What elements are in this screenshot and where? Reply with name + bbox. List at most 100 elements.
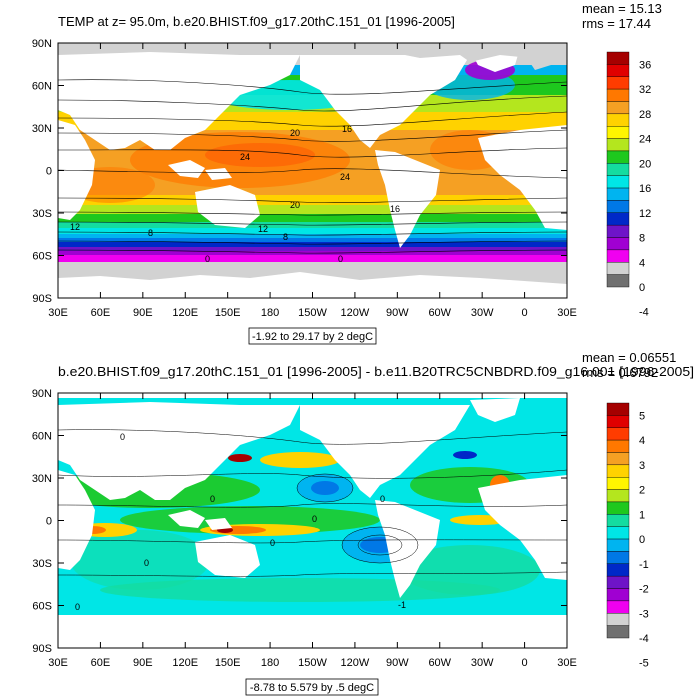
y-tick-label: 30N [32,123,52,135]
colorbar-swatch [606,514,630,527]
colorbar-swatch [606,464,630,478]
x-tick-label: 60E [91,657,111,669]
y-tick-label: 60N [32,431,52,443]
x-tick-label: 150E [215,657,241,669]
contour-label: 16 [390,204,400,214]
colorbar-label: 4 [639,435,645,447]
panel-top-title: TEMP at z= 95.0m, b.e20.BHIST.f09_g17.20… [58,14,455,29]
panel-top-colorbar: 36 32 28 24 20 16 12 8 4 0 -4 [606,51,651,319]
colorbar-swatch [606,439,630,453]
colorbar-label: -4 [639,307,649,319]
contour-label: 12 [70,222,80,232]
colorbar-label: 32 [639,84,651,96]
panel-bottom-map: 0 0 0 0 0 0 0 -1 [58,393,567,648]
colorbar-swatch [606,113,630,127]
x-tick-label: 90W [386,657,409,669]
panel-bottom-colorbar: 5 4 3 2 1 0 -1 -2 -3 -4 -5 [606,402,649,670]
colorbar-swatch [606,237,630,251]
colorbar-label: 0 [639,282,645,294]
colorbar-swatch [606,274,630,288]
contour-label: 24 [240,152,250,162]
y-tick-label: 0 [46,516,52,528]
colorbar-swatch [606,415,630,428]
colorbar-swatch [606,249,630,263]
panel-bottom-range-label: -8.78 to 5.579 by .5 degC [250,682,374,694]
contour-label: 20 [290,128,300,138]
contour-label: 0 [380,494,385,504]
colorbar-swatch [606,538,630,552]
contours-top [58,79,567,254]
colorbar-swatch [606,126,630,139]
contour-label: 20 [290,200,300,210]
colorbar-swatch [606,551,630,564]
colorbar-label: 0 [639,534,645,546]
contour-label: 16 [342,124,352,134]
colorbar-label: 1 [639,509,645,521]
colorbar-label: -3 [639,608,649,620]
colorbar-swatch [606,427,630,441]
contour-label: 0 [144,558,149,568]
y-tick-label: 60S [32,251,52,263]
colorbar-swatch [606,563,630,577]
colorbar-swatch [606,452,630,466]
panel-bottom-mean: mean = 0.06551 [582,350,676,365]
colorbar-swatch [606,150,630,164]
colorbar-label: -4 [639,633,649,645]
panel-bottom-xaxis: 30E 60E 90E 120E 150E 180 150W 120W 90W 60W 30W 0 30… [48,393,577,669]
colorbar-label: 3 [639,460,645,472]
colorbar-swatch [606,224,630,238]
x-tick-label: 150W [298,657,327,669]
x-tick-label: 30E [48,657,68,669]
colorbar-swatch [606,101,630,115]
colorbar-label: 16 [639,183,651,195]
x-tick-label: 120W [341,657,370,669]
contour-label: 8 [283,232,288,242]
contour-label: 0 [205,254,210,264]
contour-label: 8 [148,228,153,238]
x-tick-label: 0 [522,657,528,669]
panel-bottom-range-box [245,678,379,696]
panel-bottom: mean = 0.06551 rms = 0.6792 b.e20.BHIST.… [32,350,694,696]
colorbar-swatch [606,477,630,490]
contour-label: 0 [75,602,80,612]
y-tick-label: 0 [46,166,52,178]
colorbar-label: 36 [639,59,651,71]
x-tick-label: 90W [386,307,409,319]
x-tick-label: 120W [341,307,370,319]
colorbar-swatch [606,613,630,626]
y-tick-label: 90N [32,388,52,400]
x-tick-label: 180 [261,307,279,319]
land-bottom [58,398,567,648]
colorbar-swatch [606,588,630,602]
colorbar-swatch [606,51,630,65]
colorbar-label: -2 [639,584,649,596]
colorbar-label: -1 [639,559,649,571]
panel-bottom-title: b.e20.BHIST.f09_g17.20thC.151_01 [1996-2… [58,364,694,379]
contour-label: 0 [210,494,215,504]
contour-label: 0 [270,538,275,548]
panel-top-rms: rms = 17.44 [582,16,651,31]
colorbar-swatch [606,262,630,275]
colorbar-label: -5 [639,658,649,670]
x-tick-label: 60W [428,307,451,319]
x-tick-label: 90E [133,307,153,319]
contour-label: 0 [338,254,343,264]
colorbar-swatch [606,163,630,176]
panel-top-xaxis: 30E 60E 90E 120E 150E 180 150W 120W 90W 60W 30W 0 30… [48,43,577,319]
colorbar-swatch [606,501,630,515]
y-tick-label: 60S [32,601,52,613]
panel-top-range-box [248,327,377,345]
colorbar-swatch [606,175,630,189]
x-tick-label: 30W [471,657,494,669]
contour-label: 0 [312,514,317,524]
colorbar-label: 20 [639,158,651,170]
y-tick-label: 30N [32,473,52,485]
x-tick-label: 60E [91,307,111,319]
x-tick-label: 180 [261,657,279,669]
colorbar-swatch [606,212,630,226]
colorbar-swatch [606,64,630,77]
panel-top-yaxis: 90N 60N 30N 0 30S 60S 90S [32,38,567,305]
x-tick-label: 30E [557,657,577,669]
panel-top-mean: mean = 15.13 [582,1,662,16]
panel-top-range-label: -1.92 to 29.17 by 2 degC [252,331,373,343]
